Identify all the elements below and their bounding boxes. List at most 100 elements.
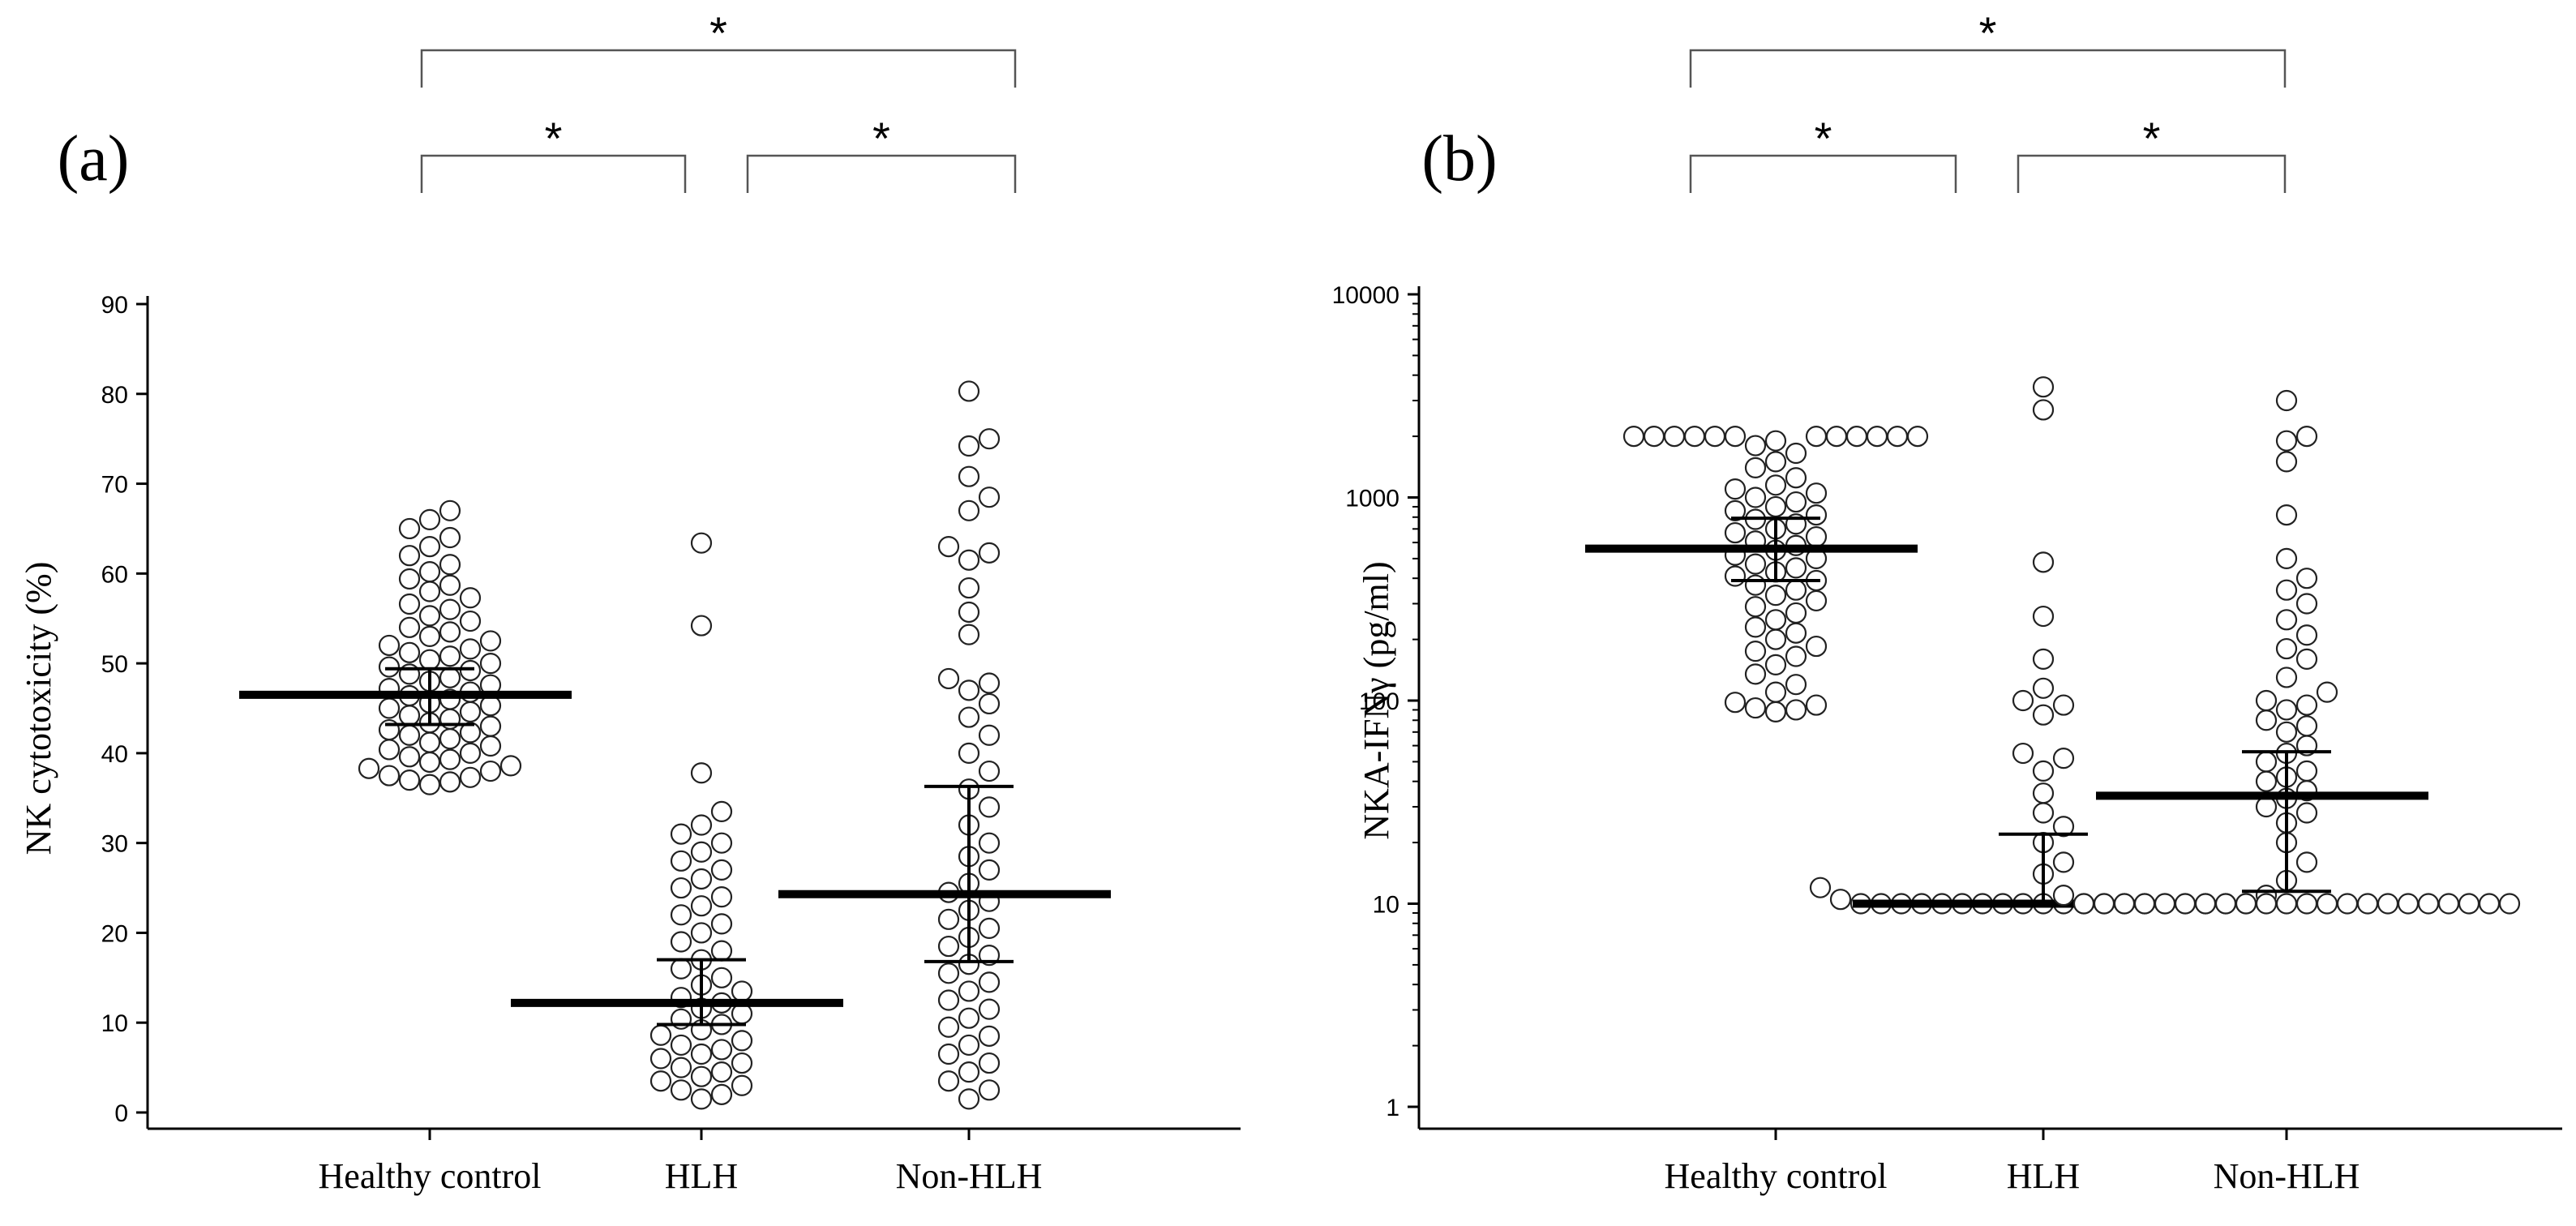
data-point	[1704, 425, 1726, 448]
x-tick-label: Healthy control	[319, 1156, 542, 1196]
data-point	[958, 465, 980, 487]
data-point	[690, 922, 713, 944]
data-point	[2295, 694, 2318, 716]
data-point	[1785, 602, 1807, 624]
data-point	[670, 877, 692, 899]
data-point	[958, 1007, 980, 1029]
data-point	[670, 958, 692, 980]
data-point	[670, 1034, 692, 1057]
data-point	[2194, 893, 2217, 915]
data-point	[378, 739, 401, 761]
data-point	[439, 598, 461, 620]
panel-label: (a)	[58, 123, 130, 195]
data-point	[2032, 399, 2055, 421]
data-point	[2275, 389, 2298, 412]
data-point	[459, 722, 482, 744]
y-tick-label: 0	[114, 1100, 128, 1127]
data-point	[459, 587, 482, 609]
data-point	[479, 653, 502, 675]
data-point	[978, 971, 1001, 993]
data-point	[2377, 893, 2399, 915]
data-point	[2295, 715, 2318, 737]
data-point	[690, 762, 713, 784]
data-point	[1724, 425, 1747, 448]
data-point	[1744, 553, 1767, 575]
data-point	[2275, 547, 2298, 570]
data-point	[418, 751, 441, 774]
data-point	[690, 1043, 713, 1065]
data-point	[937, 935, 960, 958]
data-point	[1724, 692, 1747, 714]
data-point	[1744, 574, 1767, 596]
data-point	[479, 630, 502, 652]
significance-bracket	[746, 154, 1017, 193]
data-point	[378, 656, 401, 678]
y-tick-label: 10	[1373, 892, 1399, 919]
data-point	[670, 1057, 692, 1078]
data-point	[2032, 704, 2055, 726]
data-point	[2052, 885, 2075, 907]
data-point	[1785, 622, 1807, 644]
data-point	[1744, 641, 1767, 662]
significance-star: *	[545, 113, 563, 164]
y-tick-label: 50	[101, 651, 128, 678]
data-point	[398, 593, 421, 615]
data-point	[1724, 499, 1747, 522]
data-point	[731, 1052, 753, 1074]
data-point	[2012, 742, 2034, 765]
data-point	[978, 428, 1001, 450]
data-point	[1785, 491, 1807, 513]
data-point	[1724, 478, 1747, 500]
data-point	[398, 705, 421, 727]
data-point	[358, 757, 380, 779]
data-point	[398, 517, 421, 540]
data-point	[690, 895, 713, 917]
y-tick-label: 80	[101, 382, 128, 409]
data-point	[398, 724, 421, 746]
y-tick-label: 100	[1359, 688, 1399, 715]
significance-bracket	[420, 49, 1017, 88]
data-point	[690, 868, 713, 890]
data-point	[958, 549, 980, 571]
y-axis-label: NKA-IFNγ (pg/ml)	[1357, 561, 1396, 839]
data-point	[1764, 609, 1787, 631]
data-point	[1744, 457, 1767, 478]
data-point	[937, 1016, 960, 1038]
data-point	[2052, 851, 2075, 873]
data-point	[459, 638, 482, 660]
data-point	[1785, 699, 1807, 721]
data-point	[439, 645, 461, 667]
data-point	[978, 917, 1001, 940]
data-point	[2255, 689, 2278, 712]
data-point	[1809, 877, 1832, 898]
data-point	[378, 765, 401, 787]
data-point	[978, 998, 1001, 1020]
data-point	[1785, 579, 1807, 601]
significance-star: *	[1979, 7, 1997, 58]
x-tick-label: Non-HLH	[2214, 1156, 2360, 1196]
data-point	[398, 545, 421, 567]
data-point	[479, 735, 502, 757]
data-point	[2336, 893, 2359, 915]
data-point	[1643, 425, 1665, 448]
data-point	[2275, 430, 2298, 452]
data-point	[958, 706, 980, 728]
significance-bracket	[420, 154, 687, 193]
data-point	[1866, 425, 1888, 448]
data-point	[978, 1052, 1001, 1074]
data-point	[459, 659, 482, 682]
data-point	[978, 692, 1001, 715]
data-point	[2052, 694, 2075, 716]
significance-star: *	[709, 7, 727, 58]
data-point	[1724, 521, 1747, 544]
data-point	[1805, 589, 1828, 612]
data-point	[978, 1025, 1001, 1047]
data-point	[1744, 435, 1767, 457]
data-point	[1764, 430, 1787, 452]
data-point	[670, 1079, 692, 1101]
data-point	[418, 508, 441, 530]
data-point	[2275, 637, 2298, 660]
data-point	[670, 904, 692, 926]
data-point	[439, 554, 461, 576]
